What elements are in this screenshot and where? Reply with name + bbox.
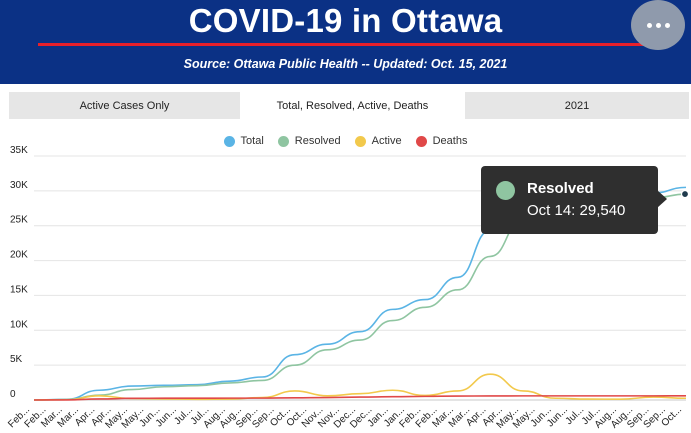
hover-point-marker[interactable] [680,189,690,199]
chart-tooltip: Resolved Oct 14: 29,540 [481,166,658,234]
y-tick-label: 20K [10,250,28,261]
legend-label-resolved: Resolved [294,135,341,147]
legend-label-deaths: Deaths [432,135,468,147]
tooltip-pointer [657,190,667,208]
chart-tab-bar: Active Cases Only Total, Resolved, Activ… [9,92,689,119]
more-options-button[interactable] [631,0,685,50]
legend-item-active[interactable]: Active [354,135,402,147]
legend-dot-resolved [277,135,289,147]
legend-item-total[interactable]: Total [223,135,264,147]
legend-label-active: Active [371,135,402,147]
more-dots-icon [646,22,670,28]
tooltip-value: Oct 14: 29,540 [527,202,626,219]
y-tick-label: 35K [10,145,28,156]
y-tick-label: 30K [10,180,28,191]
tooltip-series-dot [496,181,515,200]
tab-active-cases-only[interactable]: Active Cases Only [79,99,170,112]
legend-item-deaths[interactable]: Deaths [415,135,468,147]
chart-legend: Total Resolved Active Deaths [0,135,691,147]
tab-total-resolved-active-deaths[interactable]: Total, Resolved, Active, Deaths [240,92,465,119]
y-tick-label: 5K [10,354,23,365]
legend-dot-deaths [415,135,427,147]
y-tick-label: 10K [10,319,28,330]
y-tick-label: 25K [10,215,28,226]
y-tick-label: 15K [10,284,28,295]
series-line-deaths[interactable] [33,395,687,401]
tab-2021[interactable]: 2021 [564,99,590,112]
legend-dot-total [223,135,235,147]
legend-label-total: Total [240,135,264,147]
legend-dot-active [354,135,366,147]
y-tick-label: 0 [10,389,16,400]
app-header: COVID-19 in Ottawa Source: Ottawa Public… [0,0,691,84]
page-title: COVID-19 in Ottawa [188,2,503,39]
legend-item-resolved[interactable]: Resolved [277,135,341,147]
title-underline [38,43,648,46]
source-subtitle: Source: Ottawa Public Health -- Updated:… [183,57,508,71]
tooltip-series-name: Resolved [527,180,594,197]
